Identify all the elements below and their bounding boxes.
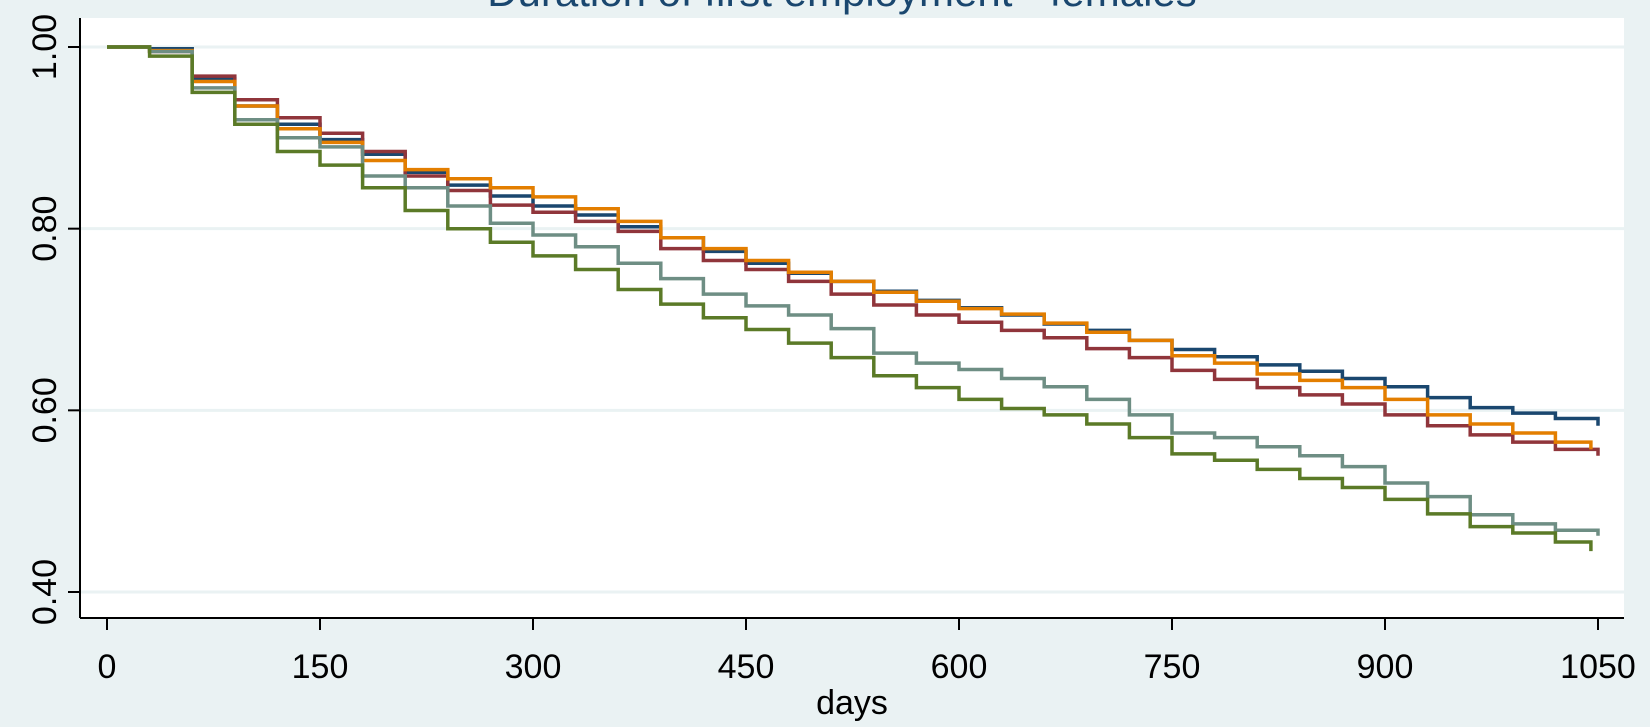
x-axis-title: days xyxy=(816,684,888,722)
chart-title: Duration of first employment - females xyxy=(487,0,1197,15)
y-tick-label-2: 0.80 xyxy=(26,196,64,262)
y-tick-label-0: 0.40 xyxy=(26,559,64,625)
x-tick-label-0: 0 xyxy=(98,648,117,686)
x-tick-label-3: 450 xyxy=(718,648,775,686)
series-line-4 xyxy=(107,45,1593,552)
x-tick-label-5: 750 xyxy=(1144,648,1201,686)
x-tick-label-6: 900 xyxy=(1357,648,1414,686)
grid-layer xyxy=(80,45,1624,594)
x-tick-label-2: 300 xyxy=(505,648,562,686)
x-tick-label-1: 150 xyxy=(292,648,349,686)
y-tick-label-1: 0.60 xyxy=(26,377,64,443)
y-tick-label-3: 1.00 xyxy=(26,14,64,80)
axes-layer: 0.40 0.60 0.80 1.00 0 150 300 450 600 750 900 1050 xyxy=(26,14,1636,686)
plot-area xyxy=(80,18,1624,618)
x-tick-label-4: 600 xyxy=(931,648,988,686)
series-layer xyxy=(107,45,1600,552)
x-tick-label-7: 1050 xyxy=(1560,648,1636,686)
